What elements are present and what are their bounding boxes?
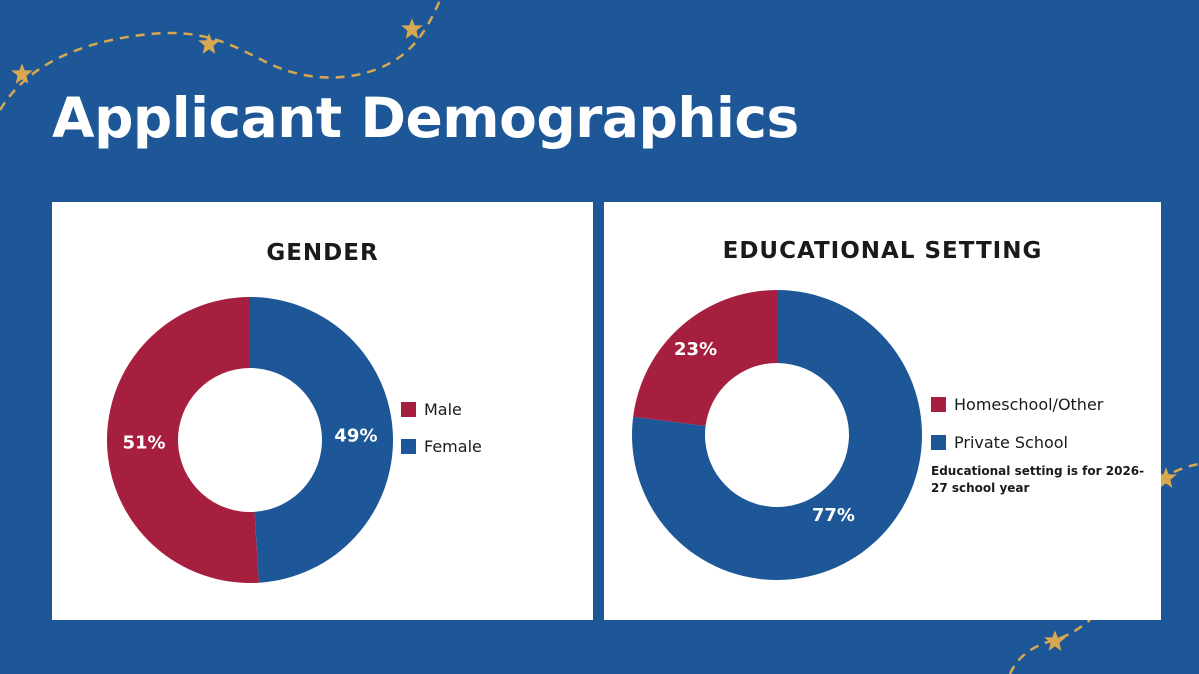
star-icon [198,33,220,54]
educational-setting-data-label-private-school: 77% [812,505,855,526]
legend-label-homeschool: Homeschool/Other [954,395,1104,414]
legend-swatch-homeschool [931,397,946,412]
gender-data-label-female: 49% [334,426,377,447]
legend-item-female: Female [401,437,482,456]
gender-slice-male [106,297,259,584]
star-icon [11,63,33,84]
dashed-trail-top [0,0,442,111]
legend-swatch-male [401,402,416,417]
gender-chart-title: GENDER [266,240,379,266]
dashed-trail-bottom [1008,619,1091,674]
legend-swatch-private-school [931,435,946,450]
legend-label-private-school: Private School [954,433,1068,452]
legend-label-male: Male [424,400,462,419]
chart-footnote: Educational setting is for 2026-27 schoo… [931,464,1145,495]
star-icon [401,18,423,39]
page-title: Applicant Demographics [52,86,799,150]
legend-item-private-school: Private School [931,433,1068,452]
gender-donut-chart: 51% 49% [106,297,393,584]
gender-slice-female [250,297,393,583]
legend-swatch-female [401,439,416,454]
legend-label-female: Female [424,437,482,456]
educational-setting-donut-chart: 23% 77% [632,290,922,580]
gender-data-label-male: 51% [123,432,166,453]
educational-setting-data-label-homeschool-other: 23% [674,339,717,360]
legend-item-male: Male [401,400,462,419]
legend-item-homeschool: Homeschool/Other [931,395,1103,414]
educational-setting-slice-homeschool-other [633,290,777,426]
educational-setting-slice-private-school [632,290,922,580]
gender-chart-panel: GENDER 51% 49% Male Female [52,202,593,620]
star-icon [1155,467,1177,488]
educational-setting-chart-title: EDUCATIONAL SETTING [722,238,1043,264]
star-icon [1044,630,1066,651]
educational-setting-chart-panel: EDUCATIONAL SETTING 23% 77% Homeschool/Ot… [604,202,1161,620]
